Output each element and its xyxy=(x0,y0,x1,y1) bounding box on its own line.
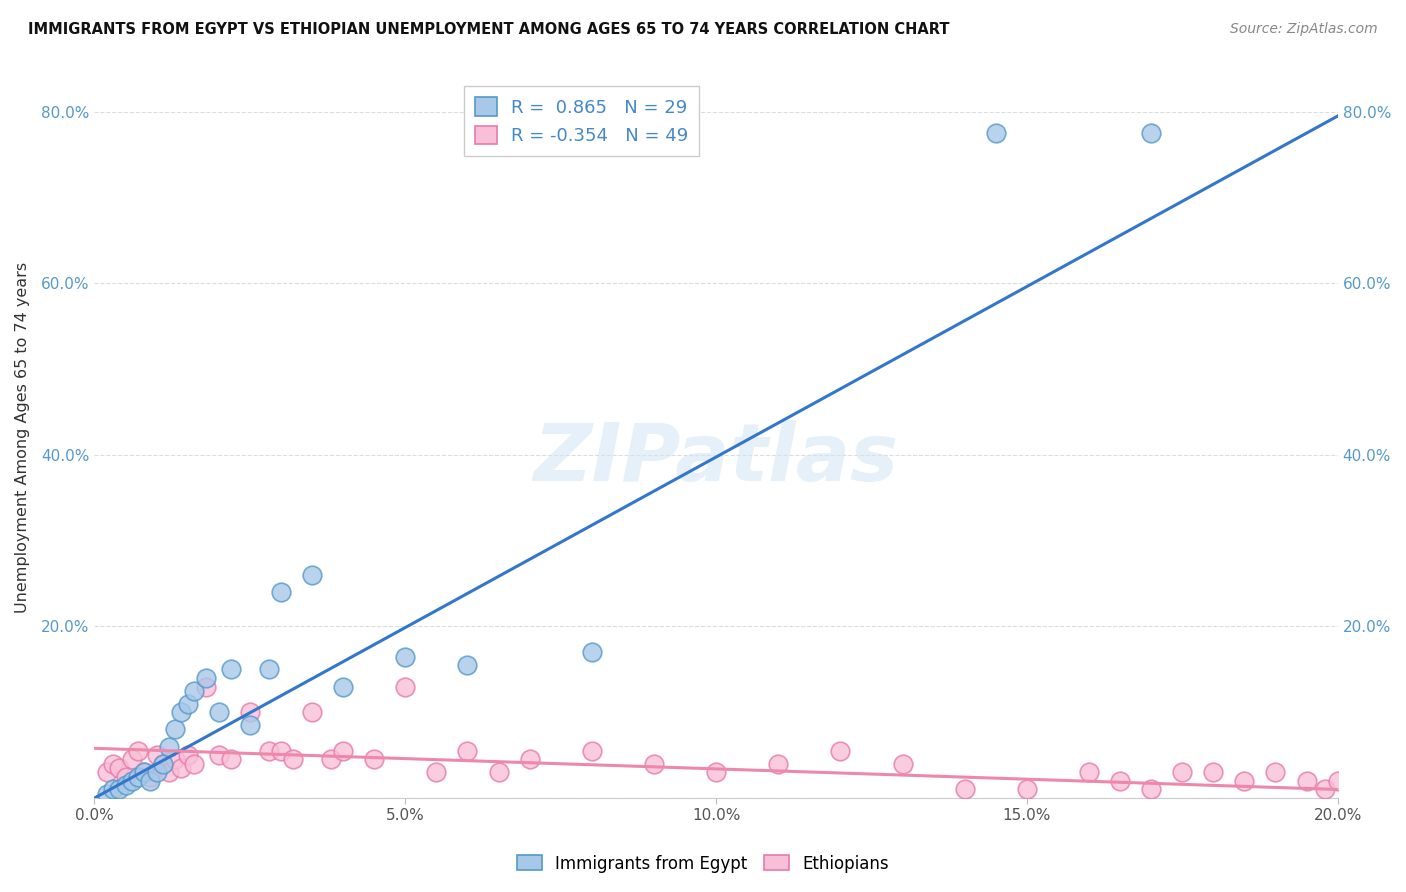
Text: IMMIGRANTS FROM EGYPT VS ETHIOPIAN UNEMPLOYMENT AMONG AGES 65 TO 74 YEARS CORREL: IMMIGRANTS FROM EGYPT VS ETHIOPIAN UNEMP… xyxy=(28,22,949,37)
Point xyxy=(108,782,131,797)
Point xyxy=(394,680,416,694)
Point xyxy=(152,756,174,771)
Point xyxy=(1140,126,1163,140)
Point xyxy=(456,658,478,673)
Point xyxy=(1295,773,1317,788)
Point xyxy=(96,787,118,801)
Point xyxy=(766,756,789,771)
Point xyxy=(139,770,162,784)
Point xyxy=(121,773,143,788)
Point xyxy=(145,748,167,763)
Point xyxy=(581,744,603,758)
Point xyxy=(301,706,323,720)
Point xyxy=(1109,773,1132,788)
Point xyxy=(145,765,167,780)
Point xyxy=(170,706,193,720)
Point xyxy=(239,718,262,732)
Text: Source: ZipAtlas.com: Source: ZipAtlas.com xyxy=(1230,22,1378,37)
Point xyxy=(1315,782,1337,797)
Point xyxy=(1015,782,1038,797)
Point xyxy=(984,126,1007,140)
Point xyxy=(332,680,354,694)
Legend: R =  0.865   N = 29, R = -0.354   N = 49: R = 0.865 N = 29, R = -0.354 N = 49 xyxy=(464,87,699,156)
Point xyxy=(165,752,187,766)
Point xyxy=(208,706,231,720)
Point xyxy=(183,756,205,771)
Point xyxy=(891,756,914,771)
Point xyxy=(157,765,180,780)
Point xyxy=(301,568,323,582)
Point xyxy=(208,748,231,763)
Point xyxy=(219,752,242,766)
Point xyxy=(139,773,162,788)
Point xyxy=(177,748,200,763)
Point xyxy=(519,126,541,140)
Point xyxy=(425,765,447,780)
Point xyxy=(114,770,136,784)
Point xyxy=(108,761,131,775)
Point xyxy=(1233,773,1256,788)
Point xyxy=(1078,765,1101,780)
Point xyxy=(1171,765,1194,780)
Point xyxy=(96,765,118,780)
Text: ZIPatlas: ZIPatlas xyxy=(533,420,898,499)
Point xyxy=(1202,765,1225,780)
Point xyxy=(704,765,727,780)
Point xyxy=(830,744,852,758)
Point xyxy=(319,752,342,766)
Point xyxy=(170,761,193,775)
Point xyxy=(257,744,280,758)
Point xyxy=(283,752,305,766)
Point xyxy=(270,744,292,758)
Point xyxy=(257,662,280,676)
Y-axis label: Unemployment Among Ages 65 to 74 years: Unemployment Among Ages 65 to 74 years xyxy=(15,262,30,614)
Point xyxy=(270,585,292,599)
Point xyxy=(152,756,174,771)
Point xyxy=(239,706,262,720)
Point xyxy=(195,671,218,685)
Point xyxy=(394,649,416,664)
Point xyxy=(195,680,218,694)
Point xyxy=(1140,782,1163,797)
Point xyxy=(127,770,149,784)
Point xyxy=(1264,765,1286,780)
Point xyxy=(177,697,200,711)
Point xyxy=(114,778,136,792)
Point xyxy=(101,782,124,797)
Point xyxy=(101,756,124,771)
Point xyxy=(643,756,665,771)
Point xyxy=(488,765,510,780)
Point xyxy=(127,744,149,758)
Point xyxy=(456,744,478,758)
Point xyxy=(134,765,156,780)
Point xyxy=(332,744,354,758)
Point xyxy=(134,765,156,780)
Point xyxy=(183,683,205,698)
Point xyxy=(953,782,976,797)
Point xyxy=(121,752,143,766)
Point xyxy=(219,662,242,676)
Point xyxy=(165,723,187,737)
Point xyxy=(363,752,385,766)
Point xyxy=(1326,773,1348,788)
Point xyxy=(157,739,180,754)
Legend: Immigrants from Egypt, Ethiopians: Immigrants from Egypt, Ethiopians xyxy=(510,848,896,880)
Point xyxy=(519,752,541,766)
Point xyxy=(581,645,603,659)
